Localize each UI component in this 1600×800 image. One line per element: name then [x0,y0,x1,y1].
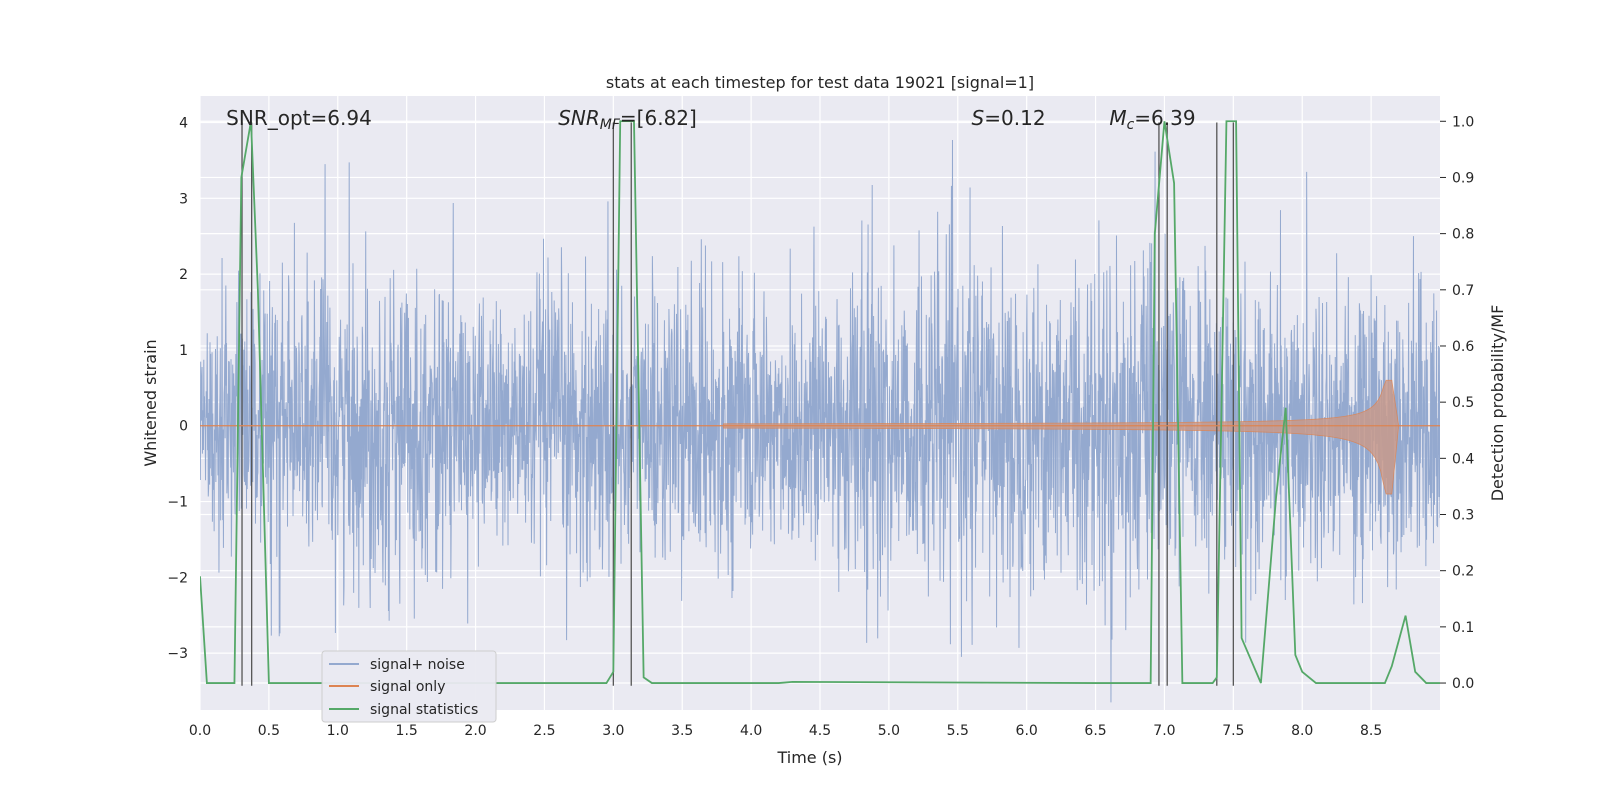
annotation-1: SNRMF=[6.82] [558,106,697,133]
y-left-tick-label: 1 [179,343,188,359]
y-left-tick-label: 0 [179,419,188,435]
y-right-tick-label: 0.6 [1452,339,1474,355]
y-right-axis-label: Detection probability/MF [1488,305,1507,502]
y-right-tick-label: 0.3 [1452,508,1474,524]
legend-box [321,650,497,723]
x-axis-label: Time (s) [776,748,842,767]
y-right-tick-label: 0.8 [1452,227,1474,243]
x-tick-label: 6.5 [1084,723,1106,739]
x-tick-label: 2.0 [464,723,486,739]
plot-area [200,120,1440,703]
x-tick-label: 7.0 [1153,723,1175,739]
x-tick-label: 2.5 [533,723,555,739]
vertical-markers [241,122,1234,686]
legend-label-signal-only: signal only [370,679,445,695]
annotation-0: SNR_opt=6.94 [226,106,372,130]
y-left-tick-label: −1 [167,495,188,511]
y-left-axis-ticks: −3 −2 −1 0 1 2 3 4 [167,116,188,663]
legend-label-signal-statistics: signal statistics [370,702,478,718]
annotations: SNR_opt=6.94 SNRMF=[6.82] S=0.12 Mc=6.39 [226,106,1195,133]
x-tick-label: 1.0 [327,723,349,739]
annotation-2: S=0.12 [972,106,1046,130]
x-tick-label: 3.5 [671,723,693,739]
chart-title: stats at each timestep for test data 190… [606,73,1034,92]
y-right-tick-label: 0.1 [1452,620,1474,636]
x-tick-label: 5.5 [947,723,969,739]
x-tick-label: 7.5 [1222,723,1244,739]
y-right-tick-label: 0.2 [1452,564,1474,580]
y-left-axis-label: Whitened strain [141,339,160,466]
y-right-tick-label: 0.9 [1452,170,1474,186]
legend-label-signal-plus-noise: signal+ noise [370,657,465,673]
x-tick-label: 4.5 [809,723,831,739]
x-tick-label: 4.0 [740,723,762,739]
y-right-axis-ticks: 0.0 0.1 0.2 0.3 0.4 0.5 0.6 0.7 0.8 0.9 1.0 [1440,114,1474,692]
y-right-tick-label: 0.5 [1452,395,1474,411]
y-left-tick-label: 3 [179,191,188,207]
y-right-tick-label: 1.0 [1452,114,1474,130]
x-tick-label: 8.0 [1291,723,1313,739]
x-tick-label: 0.0 [189,723,211,739]
series-signal-only [723,379,1400,495]
x-tick-label: 0.5 [258,723,280,739]
x-tick-label: 8.5 [1360,723,1382,739]
y-left-tick-label: 2 [179,267,188,283]
y-left-tick-label: 4 [179,116,188,132]
annotation-3: Mc=6.39 [1109,106,1195,133]
y-right-tick-label: 0.0 [1452,676,1474,692]
x-axis-ticks: 0.0 0.5 1.0 1.5 2.0 2.5 3.0 3.5 4.0 4.5 5.0 5.5 6.0 6… [189,723,1382,739]
y-right-tick-label: 0.7 [1452,283,1474,299]
y-left-tick-label: −3 [167,646,188,662]
x-tick-label: 5.0 [878,723,900,739]
x-tick-label: 1.5 [396,723,418,739]
y-right-tick-label: 0.4 [1452,451,1474,467]
x-tick-label: 3.0 [602,723,624,739]
legend: signal+ noise signal only signal statist… [321,650,497,723]
y-left-tick-label: −2 [167,570,188,586]
x-tick-label: 6.0 [1016,723,1038,739]
